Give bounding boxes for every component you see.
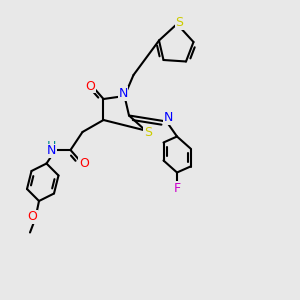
Text: H: H	[47, 140, 57, 154]
Text: O: O	[79, 157, 89, 170]
Text: O: O	[28, 210, 37, 224]
Text: S: S	[144, 125, 152, 139]
Text: O: O	[86, 80, 95, 93]
Text: N: N	[163, 111, 173, 124]
Text: S: S	[176, 16, 183, 29]
Text: N: N	[118, 87, 128, 100]
Text: N: N	[47, 144, 57, 158]
Text: F: F	[173, 182, 181, 195]
